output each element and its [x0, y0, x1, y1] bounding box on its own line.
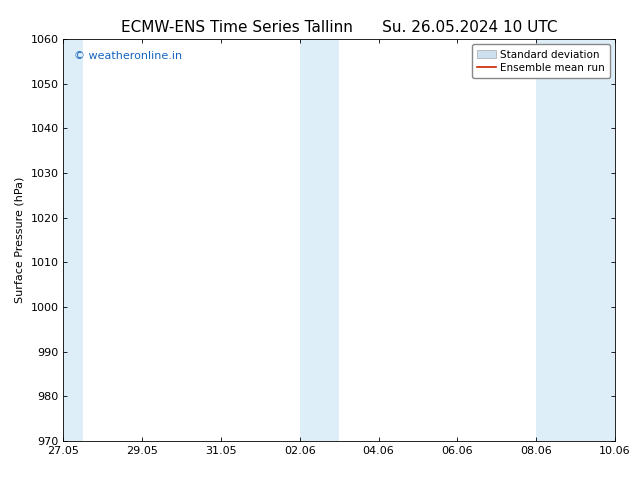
- Bar: [63, 39, 83, 441]
- Y-axis label: Surface Pressure (hPa): Surface Pressure (hPa): [15, 177, 25, 303]
- Bar: [536, 39, 615, 441]
- Legend: Standard deviation, Ensemble mean run: Standard deviation, Ensemble mean run: [472, 45, 610, 78]
- Bar: [300, 39, 339, 441]
- Title: ECMW-ENS Time Series Tallinn      Su. 26.05.2024 10 UTC: ECMW-ENS Time Series Tallinn Su. 26.05.2…: [121, 20, 557, 35]
- Text: © weatheronline.in: © weatheronline.in: [74, 51, 183, 61]
